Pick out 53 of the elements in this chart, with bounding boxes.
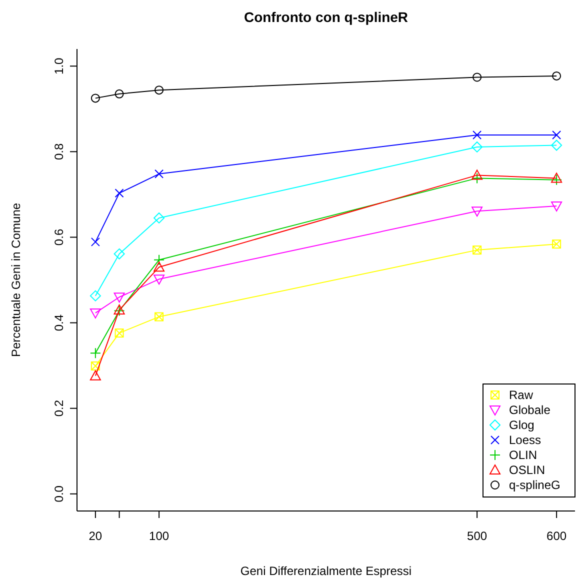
point <box>551 140 562 151</box>
point <box>90 94 100 103</box>
point <box>552 240 562 249</box>
point <box>154 262 165 272</box>
legend-label: Loess <box>509 433 542 447</box>
point <box>154 254 165 266</box>
point <box>154 274 165 285</box>
point <box>90 370 101 380</box>
point <box>154 169 164 178</box>
y-tick-label: 0.2 <box>52 400 66 417</box>
legend-label: Raw <box>509 388 534 402</box>
y-tick-label: 0.8 <box>52 143 66 160</box>
y-tick-label: 0.6 <box>52 228 66 246</box>
point <box>472 72 482 82</box>
point <box>154 312 164 322</box>
point <box>114 188 124 198</box>
point <box>90 308 101 318</box>
point <box>552 130 562 140</box>
x-tick-label: 600 <box>546 529 567 543</box>
legend-label: Glog <box>509 418 534 432</box>
point <box>114 89 124 98</box>
chart-title: Confronto con q-splineR <box>244 9 408 25</box>
x-axis-title: Geni Differenzialmente Espressi <box>240 564 412 578</box>
point <box>472 246 482 255</box>
point <box>472 130 482 140</box>
point <box>154 86 164 95</box>
point <box>90 290 101 302</box>
point <box>472 141 483 152</box>
point <box>472 172 483 184</box>
y-tick-label: 0.0 <box>52 485 66 502</box>
point <box>154 212 165 224</box>
legend-label: Globale <box>509 403 551 417</box>
point <box>114 328 124 338</box>
legend-label: OSLIN <box>509 463 546 477</box>
point <box>472 170 483 180</box>
point <box>90 348 101 359</box>
x-tick-label: 100 <box>149 529 170 543</box>
point <box>551 174 562 186</box>
point <box>114 292 125 303</box>
point <box>90 361 100 370</box>
point <box>90 237 100 246</box>
point <box>114 248 125 260</box>
legend-label: q-splineG <box>509 478 560 492</box>
point <box>551 201 562 212</box>
x-tick-label: 500 <box>467 529 488 543</box>
point <box>472 206 483 217</box>
y-tick-label: 1.0 <box>52 57 66 74</box>
point <box>551 172 562 183</box>
y-tick-label: 0.4 <box>52 314 66 332</box>
point <box>552 71 562 80</box>
y-axis-title: Percentuale Geni in Comune <box>9 202 23 358</box>
legend-label: OLIN <box>509 448 538 462</box>
x-tick-label: 20 <box>88 529 102 543</box>
